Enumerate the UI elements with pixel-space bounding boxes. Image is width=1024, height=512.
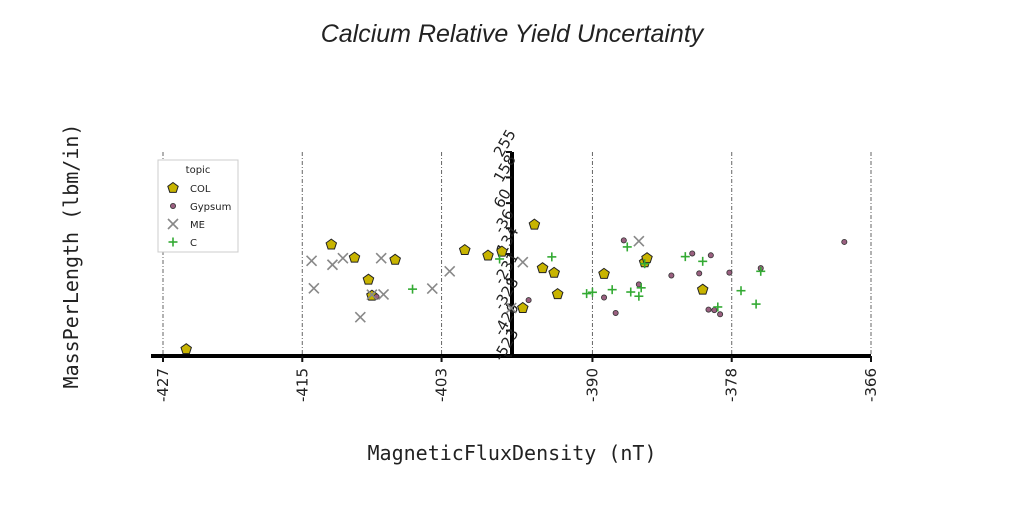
legend-marker-c (168, 237, 178, 247)
x-marker-stroke (375, 252, 387, 264)
data-point-col (362, 273, 375, 285)
data-point-c (634, 291, 644, 301)
data-point-gypsum (689, 250, 696, 257)
x-tick-label: -403 (433, 368, 451, 402)
data-point-col (598, 267, 610, 279)
x-marker-stroke (308, 282, 320, 294)
legend-label-col: COL (190, 184, 211, 195)
data-point-c (607, 285, 617, 295)
x-tick-label: -415 (293, 368, 311, 402)
data-point-me (505, 302, 517, 314)
data-point-col (528, 218, 541, 230)
data-point-me (633, 235, 645, 247)
data-point-gypsum (711, 307, 718, 314)
data-point-me (517, 256, 529, 268)
data-point-c (636, 283, 646, 293)
legend-entries: COL Gypsum ME C (167, 181, 231, 249)
x-marker-stroke (377, 288, 390, 300)
data-point-col (517, 301, 529, 313)
data-point-gypsum (726, 269, 733, 276)
legend-marker-me (167, 218, 179, 230)
data-point-col (458, 243, 471, 255)
x-marker-stroke (366, 289, 378, 301)
data-point-gypsum (620, 237, 627, 244)
legend: topic COL Gypsum ME C (157, 159, 239, 253)
data-point-c (756, 266, 766, 276)
data-point-gypsum (601, 294, 608, 301)
x-axis-ticks: -427 -415 -403 -390 -378 -366 (154, 356, 880, 402)
data-point-c (626, 287, 636, 297)
data-point-me (444, 265, 456, 277)
x-tick-label: -366 (862, 368, 880, 402)
legend-label-c: C (190, 238, 197, 249)
y-axis-label: MassPerLength (lbm/in) (59, 124, 83, 389)
data-point-col (180, 343, 192, 355)
data-point-col (496, 245, 508, 257)
data-point-gypsum (612, 309, 619, 316)
data-point-gypsum (525, 297, 532, 304)
data-point-col (548, 266, 560, 278)
legend-marker-gypsum (169, 202, 176, 209)
legend-label-me: ME (190, 220, 205, 231)
data-point-col (482, 249, 494, 261)
grid-lines (162, 152, 872, 356)
data-point-me (337, 252, 349, 264)
x-marker-stroke (505, 302, 517, 314)
legend-label-gypsum: Gypsum (190, 202, 231, 213)
data-point-c (640, 259, 650, 269)
legend-title: topic (186, 165, 211, 176)
y-tick-label: 158 (490, 152, 520, 186)
data-point-col (536, 262, 549, 274)
data-point-me (308, 282, 320, 294)
data-point-gypsum (717, 311, 724, 318)
x-marker-stroke (426, 283, 438, 295)
data-point-col (551, 287, 564, 300)
data-point-c (736, 286, 746, 296)
data-point-gypsum (707, 252, 714, 259)
data-point-c (587, 287, 597, 297)
x-marker-stroke (326, 259, 339, 271)
data-point-gypsum (668, 272, 675, 279)
data-point-me (366, 289, 378, 301)
data-point-col (348, 251, 361, 263)
data-point-c (713, 302, 723, 312)
data-point-gypsum (705, 306, 712, 313)
x-marker-stroke (167, 218, 179, 230)
data-point-gypsum (841, 238, 848, 245)
x-marker-stroke (354, 311, 366, 323)
x-tick-label: -427 (154, 368, 172, 402)
data-point-c (547, 252, 557, 262)
data-point-col (641, 252, 653, 264)
x-marker-stroke (337, 252, 349, 264)
data-point-gypsum (696, 270, 703, 277)
data-point-c (582, 289, 592, 299)
x-marker-stroke (517, 256, 529, 268)
data-point-c (495, 254, 505, 264)
data-point-col (325, 238, 338, 250)
data-point-me (326, 259, 339, 271)
data-points (180, 218, 848, 355)
legend-marker-col (167, 181, 179, 193)
chart-title: Calcium Relative Yield Uncertainty (321, 20, 705, 48)
data-point-col (696, 283, 709, 295)
data-point-c (680, 252, 690, 262)
x-marker-stroke (444, 265, 456, 277)
data-point-c (698, 256, 708, 266)
data-point-me (305, 255, 318, 267)
data-point-c (751, 299, 761, 309)
data-point-c (622, 242, 632, 252)
x-marker-stroke (305, 255, 318, 267)
data-point-me (426, 283, 438, 295)
x-tick-label: -390 (583, 368, 601, 402)
x-tick-label: -378 (723, 368, 741, 402)
x-axis-label: MagneticFluxDensity (nT) (368, 441, 657, 465)
data-point-col (389, 253, 401, 265)
data-point-me (377, 288, 390, 300)
data-point-me (354, 311, 366, 323)
data-point-c (408, 284, 418, 294)
x-marker-stroke (633, 235, 645, 247)
data-point-me (375, 252, 387, 264)
